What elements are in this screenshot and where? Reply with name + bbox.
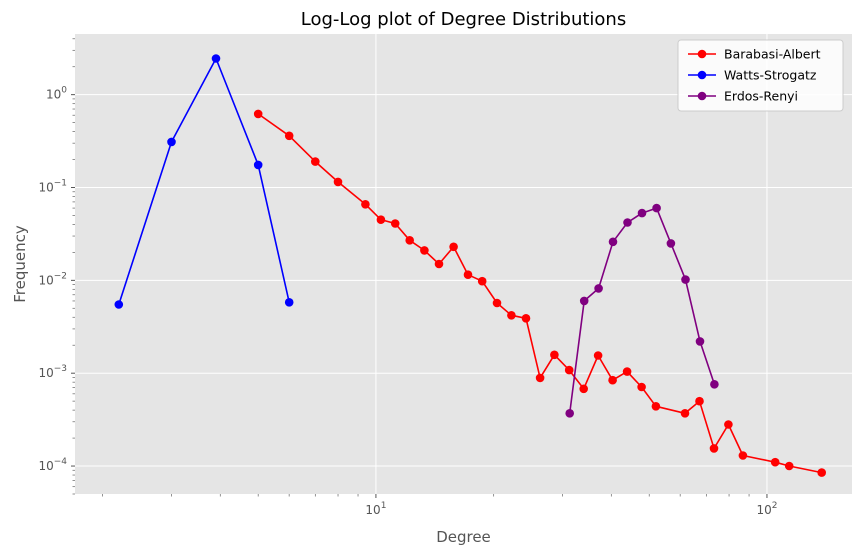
data-point-barabasi-albert: [284, 131, 294, 141]
data-point-erdos-renyi: [608, 237, 618, 247]
y-tick-label: 10−1: [38, 179, 67, 195]
data-point-barabasi-albert: [492, 298, 502, 308]
data-point-barabasi-albert: [550, 350, 559, 360]
data-point-barabasi-albert: [680, 409, 690, 418]
chart-title: Log-Log plot of Degree Distributions: [301, 9, 626, 30]
legend-label-erdos-renyi: Erdos-Renyi: [724, 89, 798, 104]
data-point-erdos-renyi: [695, 337, 705, 346]
data-point-barabasi-albert: [622, 367, 632, 376]
legend-label-barabasi-albert: Barabasi-Albert: [724, 47, 821, 62]
y-tick-label: 10−4: [38, 457, 67, 473]
data-point-erdos-renyi: [637, 208, 647, 218]
data-point-erdos-renyi: [710, 380, 719, 389]
data-point-barabasi-albert: [608, 375, 617, 385]
legend: Barabasi-Albert Watts-Strogatz Erdos-Renyi: [677, 39, 844, 112]
data-point-erdos-renyi: [666, 239, 676, 248]
data-point-barabasi-albert: [724, 420, 733, 429]
y-axis-label: Frequency: [11, 225, 29, 303]
y-tick-label: 10−3: [38, 364, 67, 380]
data-point-barabasi-albert: [709, 444, 719, 453]
x-axis-label: Degree: [436, 528, 491, 546]
data-point-watts-strogatz: [114, 300, 124, 309]
data-point-barabasi-albert: [593, 351, 603, 360]
y-tick-label: 100: [46, 86, 67, 102]
data-point-barabasi-albert: [564, 365, 574, 375]
y-tick-label: 10−2: [38, 271, 67, 287]
x-tick-label: 101: [365, 501, 386, 517]
x-tick-label: 102: [756, 501, 777, 517]
legend-box: [677, 39, 844, 112]
data-point-barabasi-albert: [784, 461, 794, 471]
data-point-erdos-renyi: [652, 203, 661, 213]
data-point-barabasi-albert: [738, 451, 748, 460]
data-point-watts-strogatz: [253, 160, 263, 170]
data-point-barabasi-albert: [361, 200, 370, 209]
data-point-barabasi-albert: [311, 157, 320, 166]
data-point-barabasi-albert: [507, 311, 516, 320]
data-point-barabasi-albert: [770, 457, 780, 467]
data-point-barabasi-albert: [535, 373, 545, 383]
data-point-barabasi-albert: [477, 276, 487, 286]
data-point-barabasi-albert: [405, 236, 415, 245]
legend-label-watts-strogatz: Watts-Strogatz: [724, 68, 817, 83]
data-point-erdos-renyi: [579, 296, 589, 306]
legend-swatch-marker-erdos-renyi: [697, 91, 707, 101]
data-point-barabasi-albert: [817, 468, 826, 477]
data-point-barabasi-albert: [637, 382, 646, 392]
data-point-barabasi-albert: [579, 384, 588, 394]
legend-swatch-marker-watts-strogatz: [697, 70, 707, 80]
data-point-erdos-renyi: [681, 275, 690, 284]
data-point-barabasi-albert: [420, 246, 429, 255]
axis-ticks: 101 102 10−4 10−3 10−2 10−1 100: [38, 38, 777, 517]
data-point-barabasi-albert: [434, 259, 444, 269]
data-point-barabasi-albert: [449, 242, 458, 252]
data-point-barabasi-albert: [521, 314, 531, 323]
data-point-barabasi-albert: [253, 109, 263, 119]
data-point-barabasi-albert: [695, 396, 704, 406]
data-point-barabasi-albert: [651, 402, 661, 411]
legend-swatch-marker-barabasi-albert: [697, 49, 707, 59]
series-points: [114, 54, 826, 477]
data-point-erdos-renyi: [565, 409, 574, 418]
data-point-barabasi-albert: [376, 215, 386, 224]
data-point-watts-strogatz: [211, 54, 221, 63]
data-point-watts-strogatz: [284, 298, 294, 307]
data-point-barabasi-albert: [463, 270, 473, 280]
data-point-watts-strogatz: [167, 137, 176, 147]
data-point-barabasi-albert: [390, 219, 400, 228]
data-point-erdos-renyi: [623, 218, 632, 227]
data-point-erdos-renyi: [594, 284, 603, 293]
data-point-barabasi-albert: [333, 177, 343, 187]
